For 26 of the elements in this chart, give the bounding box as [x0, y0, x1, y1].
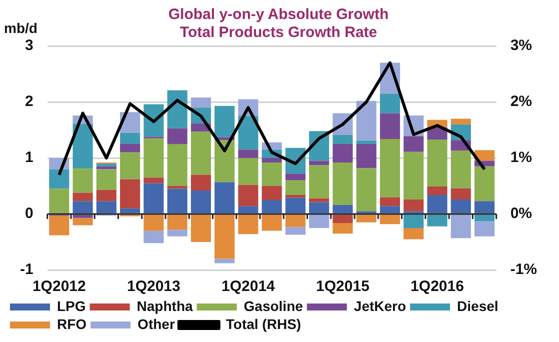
legend-label: Other — [138, 316, 176, 332]
legend-label: LPG — [57, 298, 86, 314]
y-tick-label: 0 — [24, 205, 34, 222]
x-tick-label: 1Q2015 — [316, 278, 370, 296]
x-tick-label: 1Q2013 — [126, 278, 180, 296]
legend-label: RFO — [57, 316, 87, 332]
legend-label: Total (RHS) — [226, 316, 302, 332]
y2-tick-label: 2% — [510, 93, 532, 110]
x-tick-label: 1Q2016 — [410, 278, 464, 296]
y-tick-label: 3 — [24, 37, 34, 54]
x-tick-label: 1Q2012 — [32, 278, 86, 296]
x-tick-label: 1Q2014 — [222, 278, 276, 296]
legend-label: Diesel — [457, 298, 498, 314]
legend-label: Gasoline — [244, 298, 304, 314]
y-axis-title: mb/d — [4, 20, 38, 36]
y2-tick-label: 0% — [510, 205, 532, 222]
y2-tick-label: 3% — [510, 37, 532, 54]
chart-title: Global y-on-y Absolute Growth — [168, 6, 389, 24]
chart-subtitle: Total Products Growth Rate — [180, 24, 378, 42]
y-tick-label: 1 — [24, 149, 34, 166]
y2-tick-label: 1% — [510, 149, 532, 166]
y-tick-label: -1 — [20, 261, 34, 278]
y2-tick-label: -1% — [510, 261, 538, 278]
legend-label: JetKero — [354, 298, 406, 314]
y-tick-label: 2 — [24, 93, 34, 110]
legend-label: Naphtha — [136, 298, 193, 314]
